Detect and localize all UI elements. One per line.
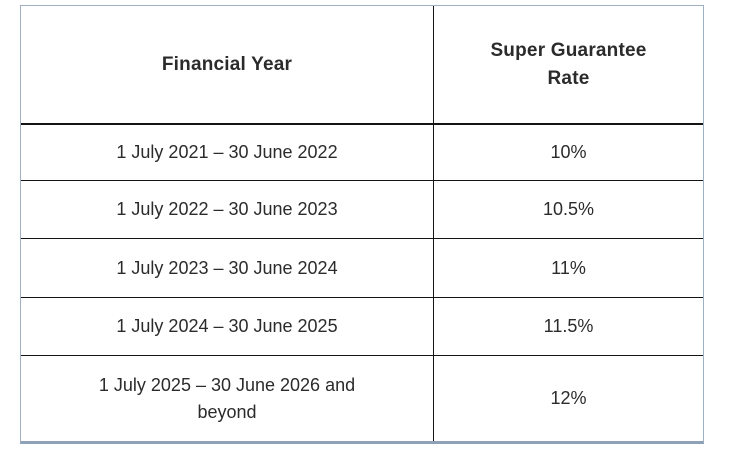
financial-year-value: 1 July 2023 – 30 June 2024 [116, 257, 338, 278]
header-cell-super-guarantee-rate: Super Guarantee Rate [434, 6, 703, 123]
table-header-row: Financial Year Super Guarantee Rate [21, 6, 703, 125]
table-row: 1 July 2022 – 30 June 2023 10.5% [21, 181, 703, 239]
cell-rate: 11.5% [434, 298, 703, 355]
rate-value: 10% [550, 142, 587, 163]
rate-value: 11.5% [543, 316, 594, 337]
cell-financial-year: 1 July 2024 – 30 June 2025 [21, 298, 434, 355]
rate-value: 10.5% [542, 199, 595, 220]
header-label-financial-year: Financial Year [161, 53, 293, 75]
header-cell-financial-year: Financial Year [21, 6, 434, 123]
cell-rate: 10% [434, 125, 703, 180]
cell-financial-year: 1 July 2025 – 30 June 2026 and beyond [21, 356, 434, 441]
super-guarantee-rate-table: Financial Year Super Guarantee Rate 1 Ju… [20, 5, 704, 444]
table-row: 1 July 2025 – 30 June 2026 and beyond 12… [21, 356, 703, 441]
rate-value: 11% [551, 257, 586, 278]
financial-year-value: 1 July 2024 – 30 June 2025 [116, 316, 338, 337]
cell-rate: 10.5% [434, 181, 703, 238]
cell-financial-year: 1 July 2022 – 30 June 2023 [21, 181, 434, 238]
financial-year-value: 1 July 2022 – 30 June 2023 [116, 199, 338, 220]
cell-financial-year: 1 July 2021 – 30 June 2022 [21, 125, 434, 180]
header-label-super-guarantee-rate: Super Guarantee Rate [490, 39, 647, 89]
cell-rate: 12% [434, 356, 703, 441]
cell-rate: 11% [434, 239, 703, 297]
table-row: 1 July 2024 – 30 June 2025 11.5% [21, 298, 703, 356]
financial-year-value: 1 July 2021 – 30 June 2022 [116, 142, 338, 163]
financial-year-value: 1 July 2025 – 30 June 2026 and beyond [98, 375, 356, 422]
table-row: 1 July 2023 – 30 June 2024 11% [21, 239, 703, 298]
rate-value: 12% [550, 388, 587, 409]
cell-financial-year: 1 July 2023 – 30 June 2024 [21, 239, 434, 297]
table-row: 1 July 2021 – 30 June 2022 10% [21, 125, 703, 181]
